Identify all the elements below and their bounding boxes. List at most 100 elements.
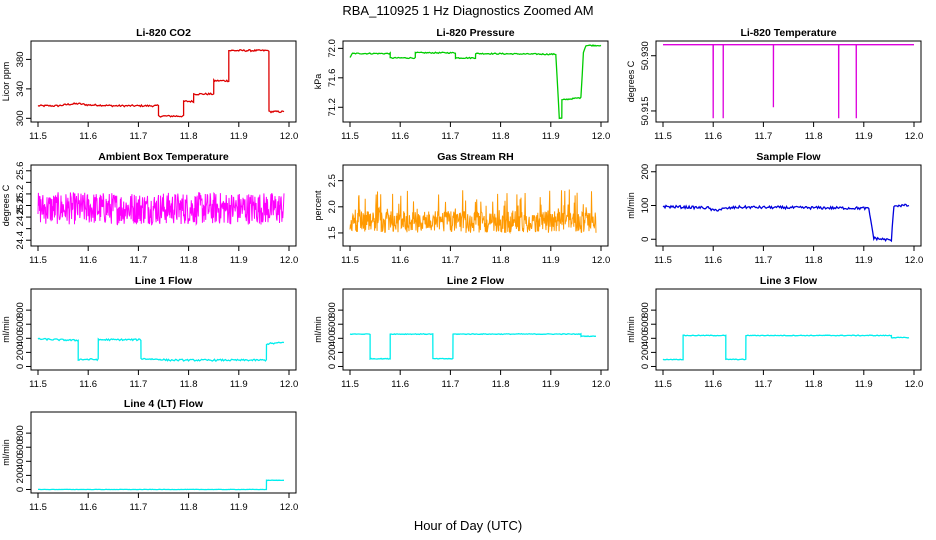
x-tick-label: 11.5	[29, 502, 47, 513]
y-tick-label: 0	[640, 237, 651, 242]
x-tick-label: 11.8	[180, 131, 198, 142]
y-axis-label: ml/min	[313, 316, 323, 343]
y-tick-label: 0	[15, 364, 26, 369]
x-tick-label: 11.7	[130, 379, 148, 390]
series-line	[349, 189, 597, 235]
y-tick-label: 400	[15, 330, 26, 346]
plot-frame	[342, 40, 609, 123]
series-line	[662, 334, 910, 361]
x-tick-label: 11.6	[79, 131, 97, 142]
x-tick-label: 11.9	[230, 502, 248, 513]
chart-panel-4: Ambient Box Temperature degrees C 11.5 11.6…	[1, 151, 298, 266]
y-tick-label: 0	[327, 364, 338, 369]
panel-title: Sample Flow	[756, 151, 821, 163]
panel-title: Li-820 Pressure	[436, 27, 514, 39]
chart-panel-7: Line 1 Flow ml/min 11.5 11.6 11.7 11.8 11.9 12.…	[1, 275, 298, 390]
x-tick-label: 11.5	[29, 255, 47, 266]
y-tick-label: 800	[15, 425, 26, 441]
x-tick-label: 11.7	[442, 255, 460, 266]
x-tick-label: 11.5	[654, 131, 672, 142]
y-tick-label: 50.915	[640, 96, 651, 125]
x-tick-label: 11.9	[230, 255, 248, 266]
x-tick-label: 11.9	[855, 255, 873, 266]
y-tick-label: 800	[327, 302, 338, 318]
x-tick-label: 11.6	[79, 502, 97, 513]
y-axis-label: degrees C	[1, 184, 11, 226]
y-tick-label: 600	[15, 316, 26, 332]
plot-frame	[342, 164, 609, 247]
y-tick-label: 800	[640, 302, 651, 318]
y-tick-label: 25.2	[15, 185, 26, 204]
x-tick-label: 11.7	[442, 379, 460, 390]
chart-panel-5: Gas Stream RH percent 11.5 11.6 11.7 11.8 11.9…	[313, 151, 610, 266]
y-axis-label: degrees C	[626, 60, 636, 102]
plot-frame	[30, 411, 297, 494]
series-line	[37, 48, 285, 118]
x-tick-label: 11.7	[442, 131, 460, 142]
x-tick-label: 12.0	[280, 131, 299, 142]
y-axis-label: ml/min	[1, 316, 11, 343]
panel-title: Line 4 (LT) Flow	[124, 398, 204, 410]
x-tick-label: 11.9	[230, 379, 248, 390]
x-tick-label: 11.8	[492, 255, 510, 266]
chart-panel-1: Li-820 CO2 Licor ppm 11.5 11.6 11.7 11.8 11.9 1…	[1, 27, 298, 142]
plot-frame	[30, 288, 297, 371]
y-tick-label: 380	[15, 51, 26, 67]
y-axis-label: kPa	[313, 74, 323, 90]
panel-title: Ambient Box Temperature	[98, 151, 229, 163]
y-tick-label: 200	[640, 164, 651, 180]
x-tick-label: 11.5	[341, 131, 359, 142]
x-tick-label: 11.8	[805, 255, 823, 266]
x-tick-label: 12.0	[905, 131, 924, 142]
x-tick-label: 11.5	[654, 255, 672, 266]
y-tick-label: 50.930	[640, 41, 651, 70]
x-tick-label: 11.7	[130, 255, 148, 266]
x-tick-label: 11.9	[542, 255, 560, 266]
x-tick-label: 11.7	[130, 131, 148, 142]
y-axis-label: percent	[313, 190, 323, 221]
chart-panel-9: Line 3 Flow ml/min 11.5 11.6 11.7 11.8 11.9 12.…	[626, 275, 923, 390]
y-tick-label: 72.0	[327, 39, 338, 58]
y-axis-label: ml/min	[626, 316, 636, 343]
x-tick-label: 11.9	[855, 131, 873, 142]
y-tick-label: 200	[15, 344, 26, 360]
y-axis-label: ml/min	[1, 439, 11, 466]
series-line	[663, 44, 914, 119]
x-tick-label: 11.8	[180, 255, 198, 266]
y-tick-label: 24.4	[15, 231, 26, 250]
x-tick-label: 11.5	[29, 131, 47, 142]
series-line	[38, 479, 284, 491]
x-tick-label: 11.8	[180, 379, 198, 390]
panel-title: Line 3 Flow	[760, 275, 818, 287]
x-tick-label: 11.8	[805, 379, 823, 390]
y-tick-label: 200	[640, 344, 651, 360]
series-line	[662, 203, 910, 243]
x-tick-label: 12.0	[592, 255, 611, 266]
x-tick-label: 11.5	[29, 379, 47, 390]
x-tick-label: 11.9	[542, 131, 560, 142]
x-tick-label: 11.6	[79, 255, 97, 266]
y-tick-label: 300	[15, 110, 26, 126]
panel-title: Line 1 Flow	[135, 275, 193, 287]
panel-title: Li-820 CO2	[136, 27, 191, 39]
chart-panel-6: Sample Flow ml/min 11.5 11.6 11.7 11.8 11.9 12.…	[626, 151, 923, 266]
y-tick-label: 340	[15, 81, 26, 97]
y-axis-label: Licor ppm	[1, 62, 11, 102]
y-tick-label: 2.0	[327, 200, 338, 213]
x-tick-label: 11.9	[855, 379, 873, 390]
x-tick-label: 11.6	[391, 379, 409, 390]
x-axis-caption: Hour of Day (UTC)	[413, 518, 523, 533]
x-tick-label: 11.6	[704, 131, 722, 142]
y-tick-label: 400	[327, 330, 338, 346]
x-tick-label: 11.5	[341, 255, 359, 266]
chart-panel-8: Line 2 Flow ml/min 11.5 11.6 11.7 11.8 11.9 12.…	[313, 275, 610, 390]
page-title: RBA_110925 1 Hz Diagnostics Zoomed AM	[342, 3, 594, 18]
x-tick-label: 12.0	[280, 255, 299, 266]
plot-frame	[342, 288, 609, 371]
y-tick-label: 400	[640, 330, 651, 346]
y-tick-label: 600	[327, 316, 338, 332]
chart-panel-10: Line 4 (LT) Flow ml/min 11.5 11.6 11.7 11.8 11…	[1, 398, 298, 513]
chart-panel-2: Li-820 Pressure kPa 11.5 11.6 11.7 11.8 11.9 12…	[313, 27, 610, 142]
x-tick-label: 11.5	[341, 379, 359, 390]
